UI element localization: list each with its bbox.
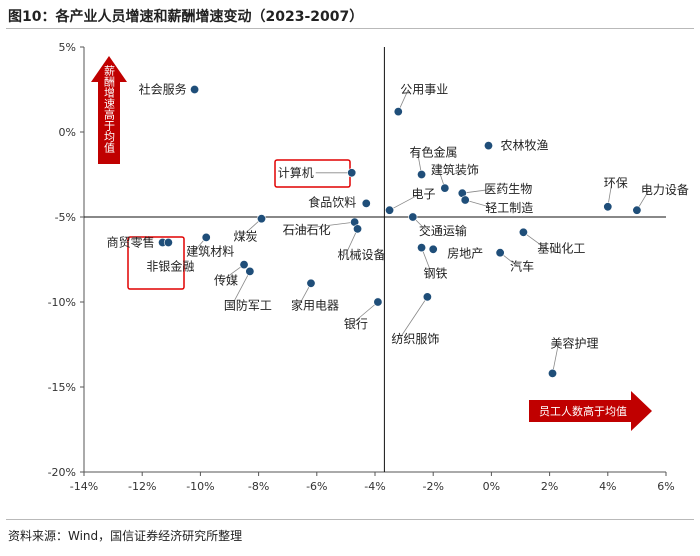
data-point — [190, 85, 200, 95]
point-label: 计算机 — [278, 165, 314, 180]
axes-group: -14% -12% -10% -8% -6% -4% -2% 0% 2% 4% 6% 5% 0% -5% -… — [48, 41, 675, 493]
figure-title: 图10：各产业人员增速和薪酬增速变动（2023-2007） — [8, 9, 364, 25]
leader-line — [523, 231, 546, 249]
leader-line — [552, 343, 559, 374]
y-arrow-label: 薪酬增速高于均值 — [103, 65, 116, 154]
data-point — [632, 205, 642, 215]
data-point — [417, 170, 427, 180]
data-point — [385, 205, 395, 215]
leader-line — [421, 247, 432, 274]
x-arrow-label: 员工人数高于均值 — [539, 404, 627, 418]
x-tick-label: 6% — [657, 480, 674, 493]
data-point — [163, 238, 173, 248]
x-tick-label: 2% — [541, 480, 558, 493]
data-point — [483, 141, 493, 151]
leader-line — [221, 264, 245, 281]
leader-line — [389, 193, 420, 211]
point-label: 公用事业 — [400, 83, 448, 97]
point-label: 有色金属 — [410, 145, 458, 160]
y-tick-label: -10% — [48, 296, 76, 309]
data-point — [393, 107, 403, 117]
data-point — [373, 297, 383, 307]
point-label: 家用电器 — [291, 297, 339, 312]
leader-line — [290, 221, 355, 231]
data-point — [440, 183, 450, 193]
point-label: 纺织服饰 — [391, 332, 439, 346]
point-label: 电子 — [412, 187, 436, 201]
point-label: 美容护理 — [551, 335, 599, 350]
point-label: 非银金融 — [146, 259, 194, 274]
data-point — [603, 202, 613, 212]
y-tick-label: -15% — [48, 381, 76, 394]
point-label: 机械设备 — [338, 247, 386, 262]
point-label: 食品饮料 — [308, 194, 356, 209]
point-label: 交通运输 — [419, 223, 467, 238]
point-label: 电力设备 — [641, 183, 689, 197]
leader-line — [345, 228, 358, 256]
y-arrow — [91, 56, 127, 164]
data-point — [428, 244, 438, 254]
data-point — [422, 292, 432, 302]
x-tick-label: -10% — [186, 480, 214, 493]
leader-line — [399, 296, 428, 340]
scatter-chart: -14% -12% -10% -8% -6% -4% -2% 0% 2% 4% 6% 5% 0% -5% -… — [48, 41, 689, 493]
data-points — [158, 85, 642, 378]
point-label: 建筑装饰 — [431, 162, 479, 177]
data-point — [408, 212, 418, 222]
leader-line — [462, 188, 493, 194]
x-tick-label: -2% — [422, 480, 443, 493]
data-point — [239, 260, 249, 270]
point-label: 银行 — [344, 317, 368, 331]
x-tick-label: 0% — [483, 480, 500, 493]
point-label: 房地产 — [447, 245, 483, 260]
point-label: 传媒 — [214, 273, 238, 288]
data-point — [495, 248, 505, 258]
x-tick-label: -12% — [128, 480, 156, 493]
x-tick-label: -4% — [364, 480, 385, 493]
point-label: 国防军工 — [224, 297, 272, 312]
data-point — [306, 278, 316, 288]
point-label: 建筑材料 — [186, 243, 234, 258]
point-label: 环保 — [604, 176, 628, 190]
x-arrow — [529, 391, 652, 431]
data-point — [460, 195, 470, 205]
data-point — [518, 227, 528, 237]
leader-line — [465, 199, 494, 209]
leader-lines — [193, 89, 650, 374]
data-point — [347, 168, 357, 178]
leader-line — [231, 271, 251, 306]
point-label: 基础化工 — [537, 241, 585, 255]
point-label: 煤炭 — [234, 230, 258, 244]
point-label: 医药生物 — [484, 182, 532, 196]
data-point — [417, 243, 427, 253]
x-tick-label: -8% — [248, 480, 269, 493]
data-point — [245, 266, 255, 276]
leader-line — [351, 301, 379, 325]
top-rule — [6, 28, 694, 29]
data-point — [548, 368, 558, 378]
y-tick-label: -20% — [48, 466, 76, 479]
data-point — [353, 224, 363, 234]
x-tick-label: 4% — [599, 480, 616, 493]
y-tick-label: -5% — [55, 211, 76, 224]
data-point — [201, 232, 211, 242]
x-tick-label: -6% — [306, 480, 327, 493]
y-tick-label: 5% — [59, 41, 76, 54]
arrows-group: 薪酬增速高于均值 员工人数高于均值 — [91, 56, 652, 431]
source-note: 资料来源：Wind，国信证券经济研究所整理 — [8, 529, 243, 543]
point-label: 汽车 — [510, 259, 534, 274]
point-label: 商贸零售 — [107, 235, 155, 250]
point-label: 石油石化 — [283, 223, 331, 237]
bottom-rule — [6, 519, 694, 520]
x-tick-label: -14% — [70, 480, 98, 493]
point-label: 社会服务 — [139, 82, 187, 97]
point-label: 轻工制造 — [485, 201, 533, 215]
y-tick-label: 0% — [59, 126, 76, 139]
point-label: 农林牧渔 — [500, 139, 548, 153]
data-point — [257, 214, 267, 224]
point-label: 钢铁 — [424, 267, 448, 281]
highlight-box-finance — [127, 236, 185, 290]
data-point — [361, 198, 371, 208]
